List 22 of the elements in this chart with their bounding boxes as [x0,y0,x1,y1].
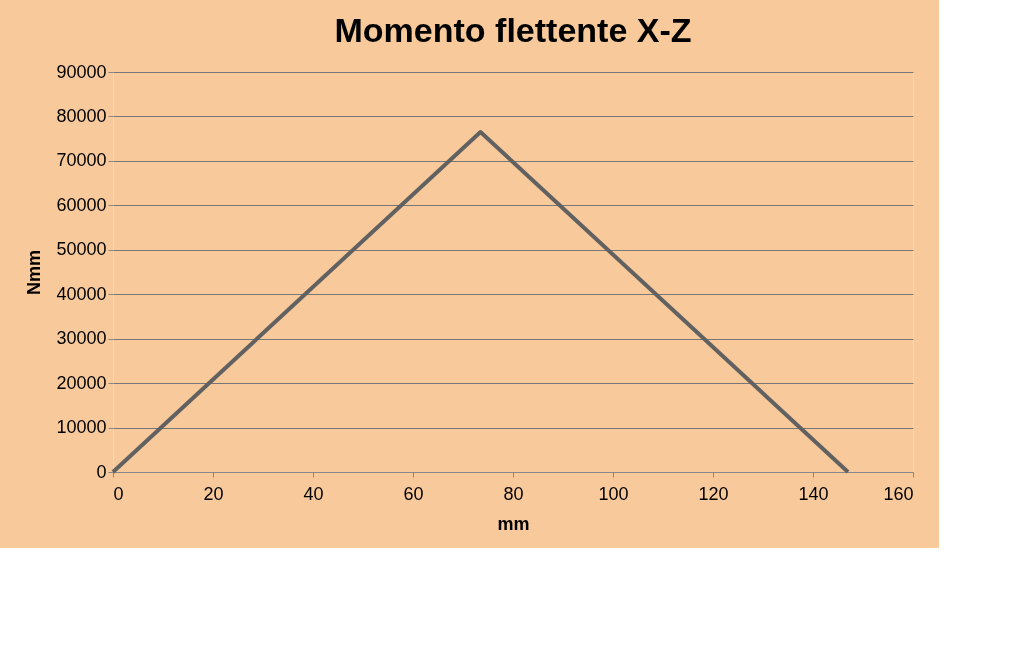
x-tick-label: 40 [303,483,324,504]
x-tick-label: 140 [798,483,829,504]
x-tick-label: 100 [598,483,629,504]
y-tick-label: 50000 [56,239,107,260]
x-tick-label: 120 [698,483,729,504]
x-tick-label: 160 [883,483,914,504]
y-tick-label: 60000 [56,194,107,215]
y-tick-label: 90000 [56,61,107,82]
chart-title: Momento flettente X-Z [334,11,692,49]
y-tick-label: 40000 [56,283,107,304]
x-tick-label: 80 [503,483,524,504]
y-tick-label: 10000 [56,417,107,438]
y-tick-label: 30000 [56,328,107,349]
y-tick-label: 70000 [56,150,107,171]
y-tick-label: 20000 [56,372,107,393]
x-tick-label: 60 [403,483,424,504]
x-axis-title: mm [497,513,530,534]
y-axis-title: Nmm [24,249,45,296]
x-tick-label: 20 [203,483,224,504]
y-tick-label: 0 [96,461,107,482]
x-tick-label: 0 [113,483,124,504]
y-tick-label: 80000 [56,105,107,126]
